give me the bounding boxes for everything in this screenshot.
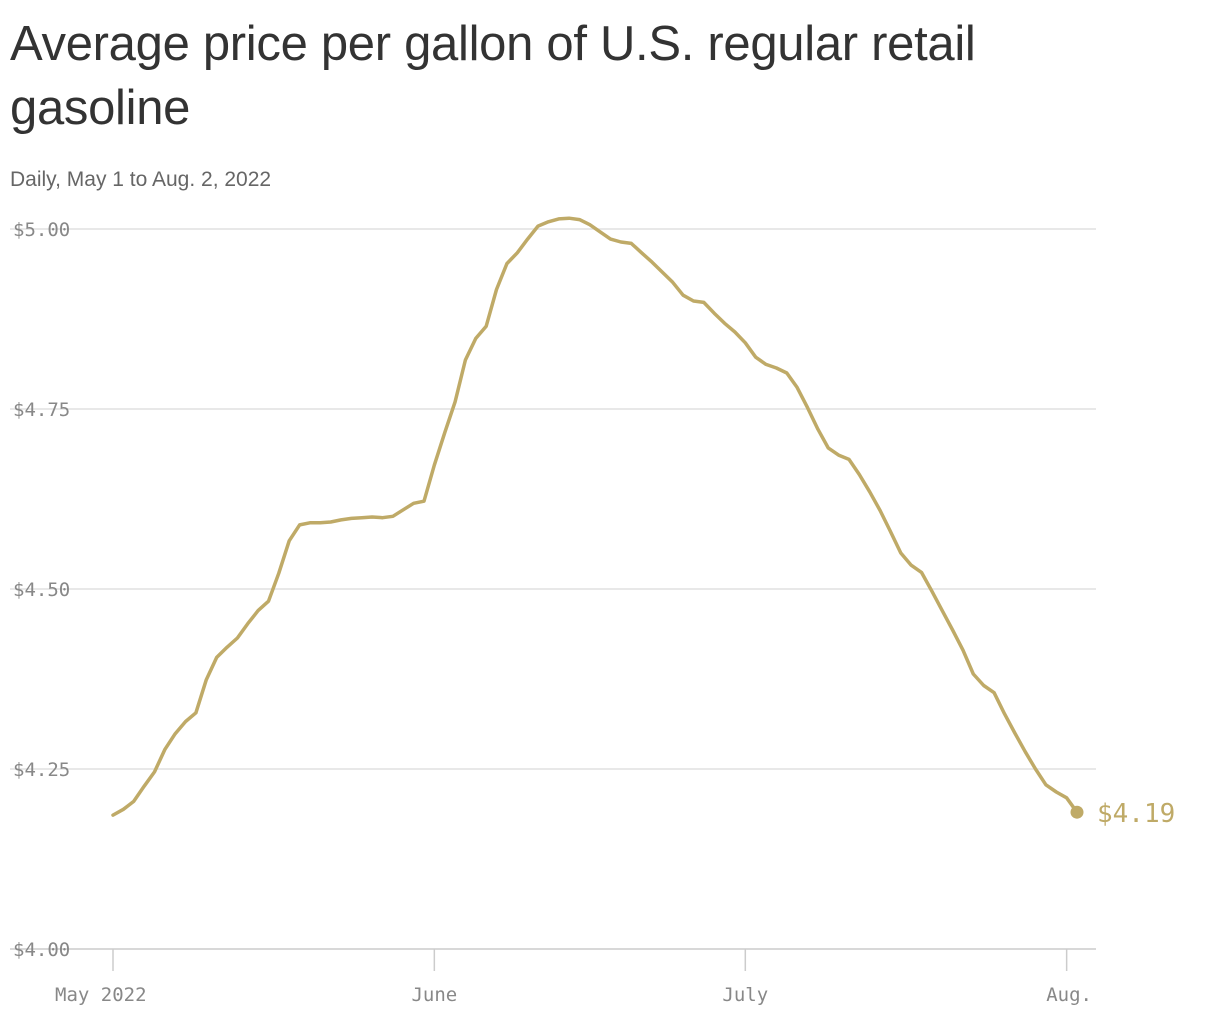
end-point bbox=[1070, 805, 1084, 819]
chart-title: Average price per gallon of U.S. regular… bbox=[10, 17, 976, 135]
y-tick-label: $4.25 bbox=[13, 759, 70, 781]
chart-subtitle: Daily, May 1 to Aug. 2, 2022 bbox=[10, 168, 272, 191]
x-tick-label: Aug. bbox=[1046, 984, 1092, 1006]
x-tick-label: July bbox=[722, 984, 768, 1006]
y-tick-label: $4.50 bbox=[13, 579, 70, 601]
x-tick-label: May 2022 bbox=[55, 984, 147, 1006]
end-value-label: $4.19 bbox=[1097, 799, 1175, 829]
y-tick-label: $5.00 bbox=[13, 219, 70, 241]
x-tick-label: June bbox=[411, 984, 457, 1006]
y-tick-label: $4.75 bbox=[13, 399, 70, 421]
series-line bbox=[111, 216, 1079, 817]
y-tick-label: $4.00 bbox=[13, 939, 70, 961]
